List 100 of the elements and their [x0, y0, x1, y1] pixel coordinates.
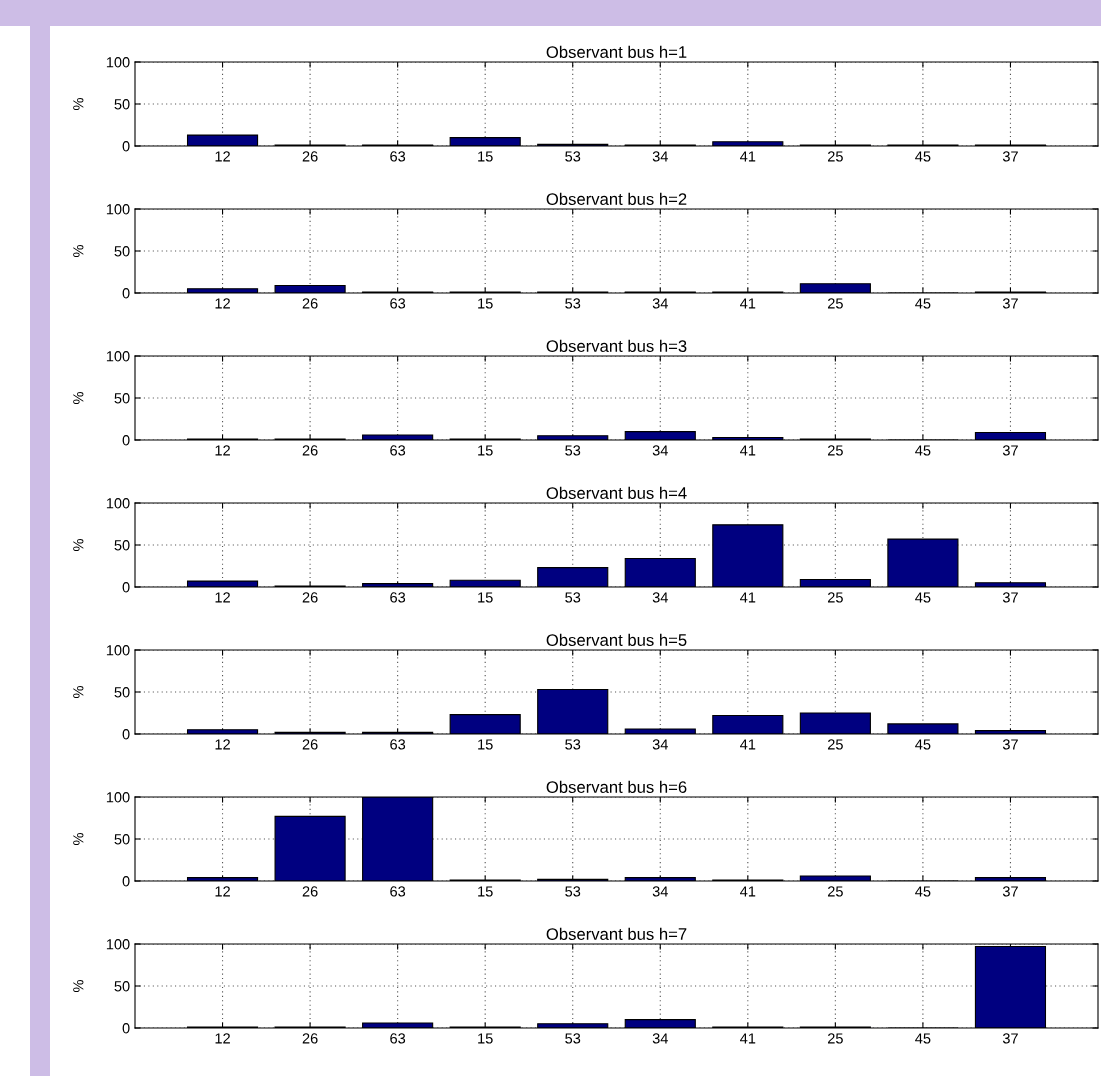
x-tick-label: 53	[565, 886, 581, 897]
x-tick-label: 15	[478, 886, 493, 897]
x-tick-label: 37	[1002, 151, 1018, 162]
x-tick-label: 12	[215, 739, 230, 750]
y-tick-label: 100	[106, 792, 130, 803]
x-tick-label: 25	[827, 592, 843, 603]
x-tick-label: 25	[827, 886, 843, 897]
x-tick-label: 63	[390, 739, 406, 750]
x-tick-label: 25	[827, 739, 843, 750]
x-tick-label: 12	[215, 445, 230, 456]
x-tick-label: 15	[478, 151, 493, 162]
x-tick-label: 25	[827, 298, 843, 309]
y-tick-label: 0	[122, 582, 130, 593]
x-tick-label: 26	[302, 151, 318, 162]
y-tick-label: 100	[106, 204, 130, 215]
y-tick-label: 0	[122, 288, 130, 299]
y-tick-label: 50	[114, 246, 130, 257]
x-tick-label: 34	[652, 1033, 668, 1044]
y-tick-label: 50	[114, 99, 130, 110]
x-tick-label: 53	[565, 739, 581, 750]
x-tick-label: 34	[652, 739, 668, 750]
x-tick-label: 45	[915, 151, 931, 162]
x-tick-label: 25	[827, 445, 843, 456]
x-tick-label: 37	[1002, 298, 1018, 309]
y-tick-label: 50	[114, 834, 130, 845]
y-tick-label: 0	[122, 435, 130, 446]
y-tick-label: 100	[106, 57, 130, 68]
chart-title: Observant bus h=1	[546, 45, 687, 58]
chart-title: Observant bus h=5	[546, 633, 687, 646]
x-tick-label: 53	[565, 298, 581, 309]
x-tick-label: 25	[827, 151, 843, 162]
chart-title: Observant bus h=4	[546, 486, 687, 499]
x-tick-label: 41	[740, 592, 756, 603]
x-tick-label: 53	[565, 592, 581, 603]
x-tick-label: 63	[390, 886, 406, 897]
y-tick-label: 0	[122, 1023, 130, 1034]
x-tick-label: 15	[478, 298, 493, 309]
x-tick-label: 45	[915, 1033, 931, 1044]
y-tick-label: 0	[122, 876, 130, 887]
x-tick-label: 45	[915, 739, 931, 750]
x-tick-label: 34	[652, 592, 668, 603]
x-tick-label: 63	[390, 1033, 406, 1044]
x-tick-label: 26	[302, 886, 318, 897]
y-axis-title: %	[73, 392, 84, 404]
x-tick-label: 26	[302, 739, 318, 750]
y-tick-label: 0	[122, 729, 130, 740]
y-tick-label: 0	[122, 141, 130, 152]
y-tick-label: 50	[114, 687, 130, 698]
x-tick-label: 45	[915, 445, 931, 456]
x-tick-label: 45	[915, 298, 931, 309]
x-tick-label: 41	[740, 739, 756, 750]
y-tick-label: 50	[114, 393, 130, 404]
x-tick-label: 63	[390, 592, 406, 603]
x-tick-label: 37	[1002, 592, 1018, 603]
y-tick-label: 100	[106, 498, 130, 509]
y-tick-label: 100	[106, 645, 130, 656]
x-tick-label: 34	[652, 445, 668, 456]
x-tick-label: 63	[390, 445, 406, 456]
x-tick-label: 34	[652, 298, 668, 309]
x-tick-label: 53	[565, 445, 581, 456]
x-tick-label: 53	[565, 151, 581, 162]
x-tick-label: 37	[1002, 445, 1018, 456]
y-tick-label: 100	[106, 351, 130, 362]
y-axis-title: %	[73, 980, 84, 992]
x-tick-label: 41	[740, 1033, 756, 1044]
y-axis-title: %	[73, 539, 84, 551]
x-tick-label: 37	[1002, 886, 1018, 897]
x-tick-label: 12	[215, 886, 230, 897]
x-tick-label: 63	[390, 151, 406, 162]
x-tick-label: 25	[827, 1033, 843, 1044]
x-tick-label: 37	[1002, 1033, 1018, 1044]
x-tick-label: 15	[478, 739, 493, 750]
y-axis-title: %	[73, 833, 84, 845]
x-tick-label: 15	[478, 592, 493, 603]
y-axis-title: %	[73, 686, 84, 698]
x-tick-label: 34	[652, 886, 668, 897]
x-tick-label: 63	[390, 298, 406, 309]
x-tick-label: 41	[740, 151, 756, 162]
y-tick-label: 50	[114, 540, 130, 551]
y-axis-title: %	[73, 98, 84, 110]
x-tick-label: 26	[302, 1033, 318, 1044]
x-tick-label: 34	[652, 151, 668, 162]
x-tick-label: 26	[302, 298, 318, 309]
x-tick-label: 37	[1002, 739, 1018, 750]
chart-title: Observant bus h=3	[546, 339, 687, 352]
y-axis-title: %	[73, 245, 84, 257]
x-tick-label: 12	[215, 592, 230, 603]
chart-title: Observant bus h=7	[546, 927, 687, 940]
y-tick-label: 50	[114, 981, 130, 992]
x-tick-label: 26	[302, 445, 318, 456]
x-tick-label: 45	[915, 886, 931, 897]
x-tick-label: 15	[478, 445, 493, 456]
x-tick-label: 41	[740, 886, 756, 897]
x-tick-label: 12	[215, 298, 230, 309]
x-tick-label: 15	[478, 1033, 493, 1044]
x-tick-label: 45	[915, 592, 931, 603]
chart-title: Observant bus h=2	[546, 192, 687, 205]
x-tick-label: 26	[302, 592, 318, 603]
x-tick-label: 41	[740, 298, 756, 309]
chart-title: Observant bus h=6	[546, 780, 687, 793]
